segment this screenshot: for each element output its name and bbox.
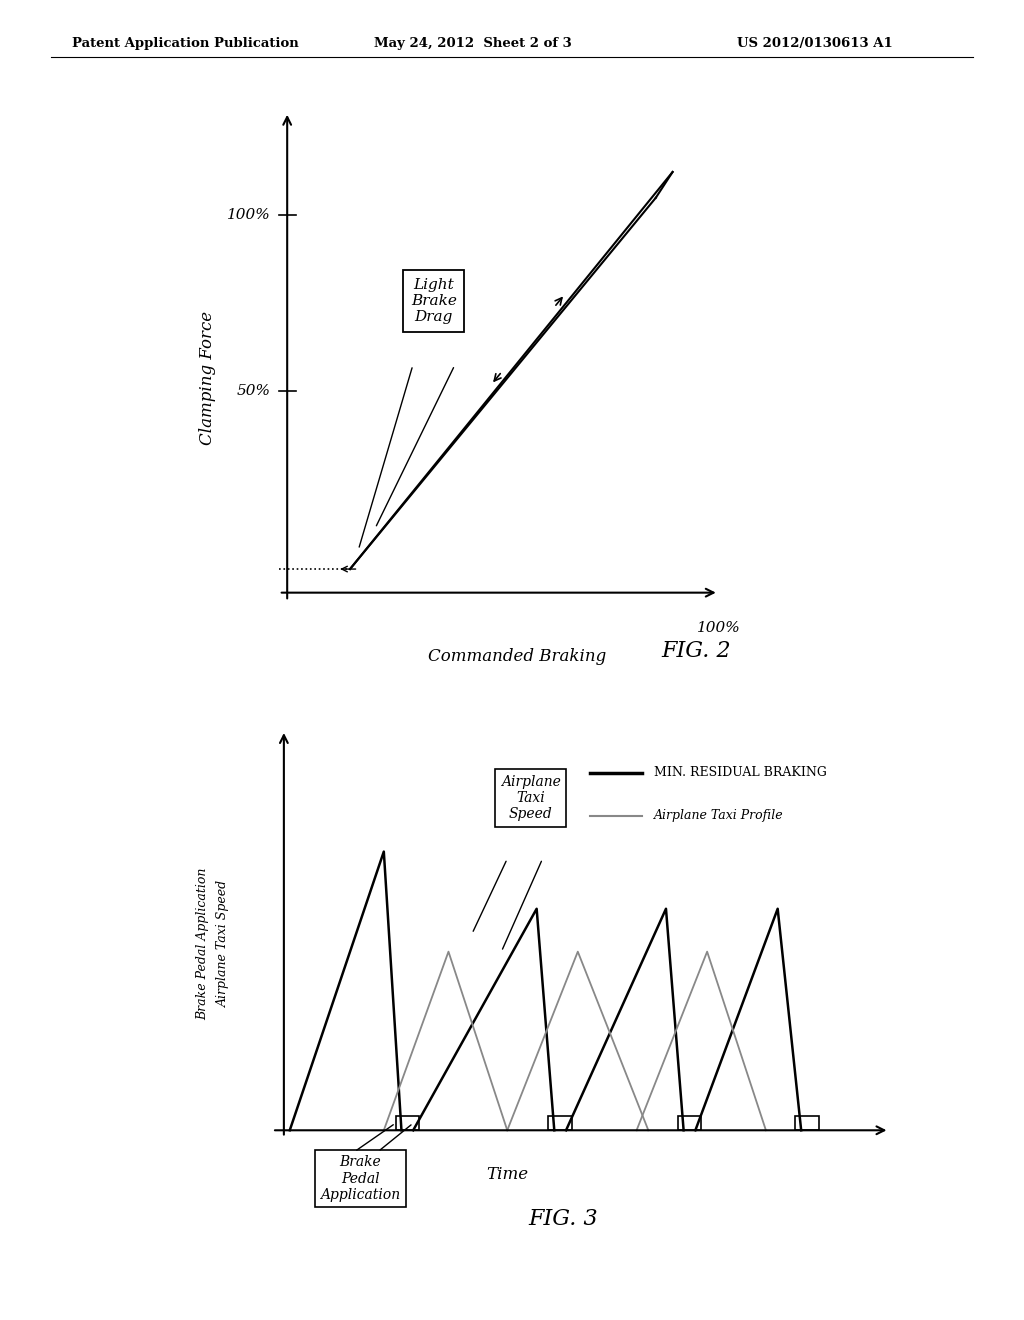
Text: Airplane
Taxi
Speed: Airplane Taxi Speed — [501, 775, 561, 821]
Text: 50%: 50% — [237, 384, 270, 397]
Bar — [549, 1115, 572, 1130]
Bar — [395, 1115, 419, 1130]
Text: Airplane Taxi Profile: Airplane Taxi Profile — [654, 809, 783, 822]
Text: 100%: 100% — [696, 620, 740, 635]
Text: Time: Time — [486, 1166, 528, 1183]
Text: Clamping Force: Clamping Force — [199, 312, 216, 445]
Bar — [796, 1115, 819, 1130]
Text: Commanded Braking: Commanded Braking — [428, 648, 606, 665]
Text: Light
Brake
Drag: Light Brake Drag — [411, 277, 457, 323]
Text: Patent Application Publication: Patent Application Publication — [72, 37, 298, 50]
Text: US 2012/0130613 A1: US 2012/0130613 A1 — [737, 37, 893, 50]
Text: Airplane Taxi Speed: Airplane Taxi Speed — [217, 880, 229, 1007]
Bar — [678, 1115, 701, 1130]
Text: Brake
Pedal
Application: Brake Pedal Application — [321, 1155, 400, 1201]
Text: Brake Pedal Application: Brake Pedal Application — [197, 867, 209, 1020]
Text: 100%: 100% — [226, 209, 270, 222]
Text: May 24, 2012  Sheet 2 of 3: May 24, 2012 Sheet 2 of 3 — [374, 37, 571, 50]
Text: MIN. RESIDUAL BRAKING: MIN. RESIDUAL BRAKING — [654, 767, 827, 780]
Text: FIG. 3: FIG. 3 — [528, 1208, 598, 1230]
Text: FIG. 2: FIG. 2 — [662, 640, 731, 663]
